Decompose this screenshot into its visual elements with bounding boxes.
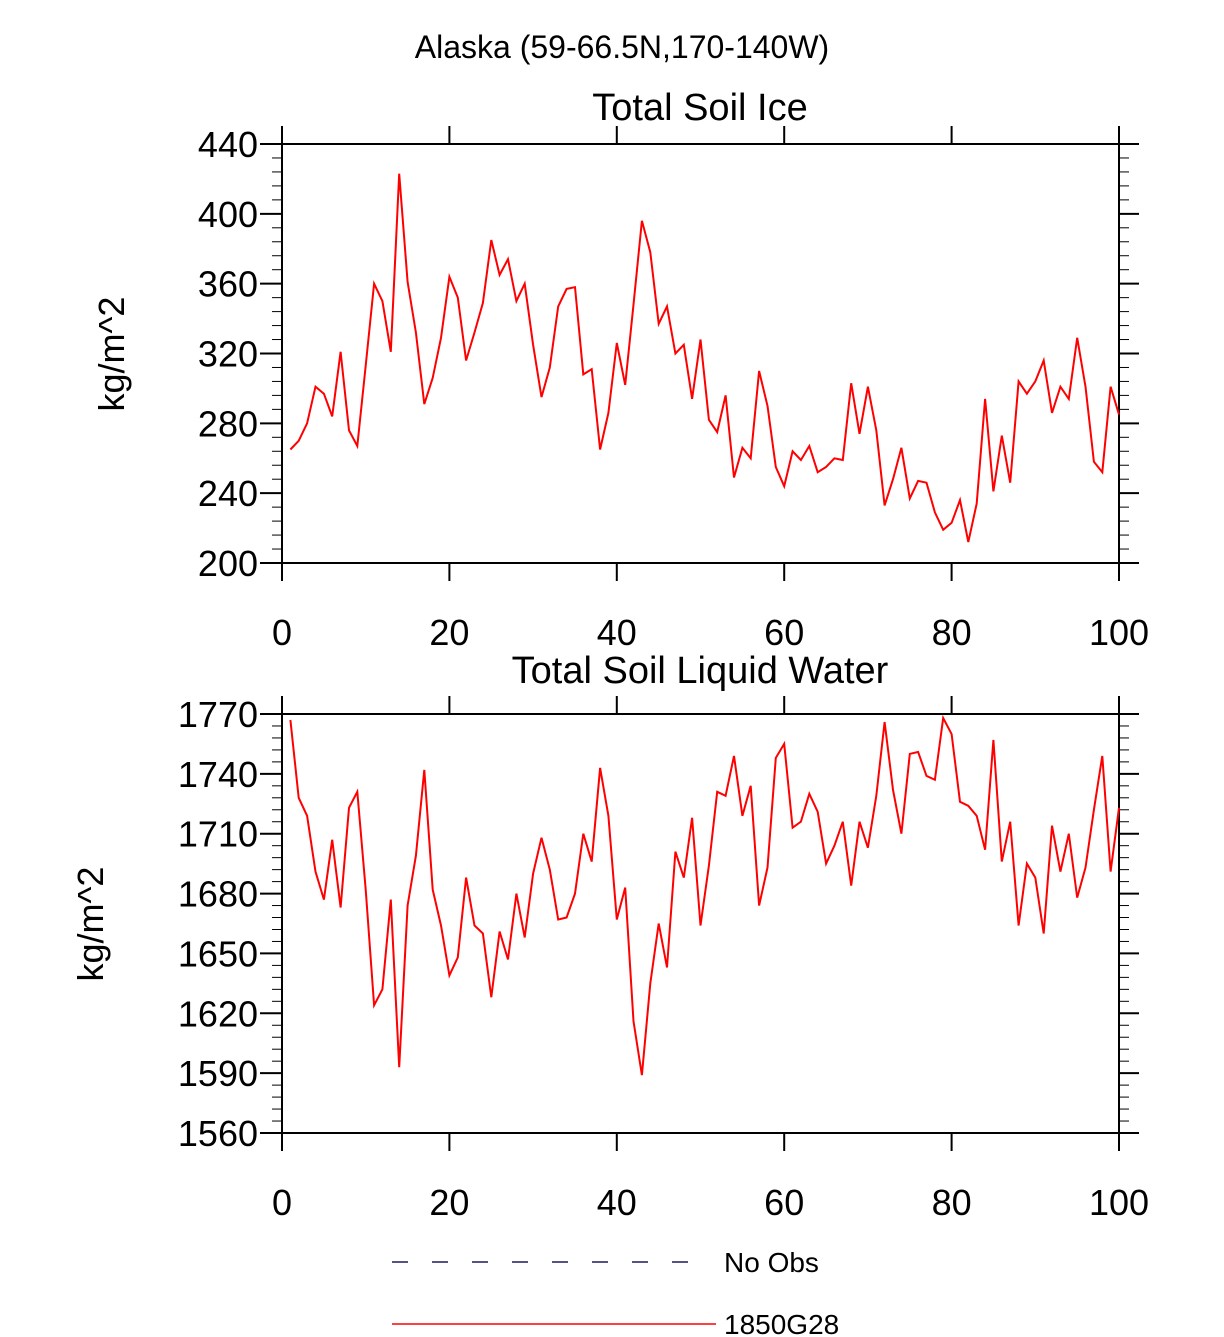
- legend: No Obs 1850G28: [392, 1247, 839, 1337]
- soil-liquid-water-ylabel: kg/m^2: [70, 867, 111, 982]
- soil-ice-panel: Total Soil Ice kg/m^2 0 20 40 60 80 100 200 240…: [91, 87, 1149, 653]
- soil-liquid-water-ytick-label: 1590: [178, 1053, 258, 1094]
- soil-ice-xtick-label: 60: [764, 612, 804, 653]
- soil-liquid-water-plot-frame: [281, 713, 1120, 1134]
- soil-liquid-water-ticks: 0 20 40 60 80 100 1560 1590 1620 1650 1680 1710 1740…: [178, 694, 1149, 1223]
- soil-liquid-water-xtick-label: 20: [429, 1182, 469, 1223]
- soil-ice-xtick-label: 40: [597, 612, 637, 653]
- soil-liquid-water-xtick-label: 40: [597, 1182, 637, 1223]
- soil-liquid-water-ytick-label: 1560: [178, 1113, 258, 1154]
- soil-ice-title: Total Soil Ice: [592, 87, 807, 129]
- soil-ice-series-1850G28: [289, 173, 1120, 543]
- soil-liquid-water-series-1850G28: [289, 714, 1120, 1076]
- soil-liquid-water-ytick-label: 1650: [178, 933, 258, 974]
- soil-ice-ytick-label: 320: [198, 334, 258, 375]
- soil-ice-plot-frame: [281, 143, 1120, 564]
- figure-title: Alaska (59-66.5N,170-140W): [415, 29, 829, 65]
- soil-liquid-water-ytick-label: 1770: [178, 694, 258, 735]
- soil-liquid-water-xtick-label: 100: [1089, 1182, 1149, 1223]
- soil-ice-xtick-label: 0: [272, 612, 292, 653]
- soil-ice-ytick-label: 240: [198, 473, 258, 514]
- legend-label-no-obs: No Obs: [724, 1247, 819, 1278]
- soil-ice-ytick-label: 400: [198, 194, 258, 235]
- soil-ice-ytick-label: 440: [198, 124, 258, 165]
- soil-liquid-water-ytick-label: 1620: [178, 993, 258, 1034]
- soil-ice-ytick-label: 360: [198, 264, 258, 305]
- soil-ice-xtick-label: 20: [429, 612, 469, 653]
- soil-liquid-water-xtick-label: 80: [932, 1182, 972, 1223]
- soil-liquid-water-xtick-label: 60: [764, 1182, 804, 1223]
- soil-liquid-water-panel: Total Soil Liquid Water kg/m^2 0 20 40 60 80…: [70, 650, 1149, 1223]
- legend-label-1850G28: 1850G28: [724, 1309, 839, 1337]
- soil-ice-ylabel: kg/m^2: [91, 297, 132, 412]
- soil-liquid-water-title: Total Soil Liquid Water: [512, 650, 889, 692]
- soil-ice-ticks: 0 20 40 60 80 100 200 240 280 320 360 400 440: [198, 124, 1149, 653]
- soil-ice-xtick-label: 80: [932, 612, 972, 653]
- soil-ice-ytick-label: 280: [198, 403, 258, 444]
- soil-ice-xtick-label: 100: [1089, 612, 1149, 653]
- soil-liquid-water-ytick-label: 1710: [178, 814, 258, 855]
- soil-ice-ytick-label: 200: [198, 543, 258, 584]
- soil-liquid-water-ytick-label: 1740: [178, 754, 258, 795]
- soil-liquid-water-xtick-label: 0: [272, 1182, 292, 1223]
- soil-liquid-water-ytick-label: 1680: [178, 874, 258, 915]
